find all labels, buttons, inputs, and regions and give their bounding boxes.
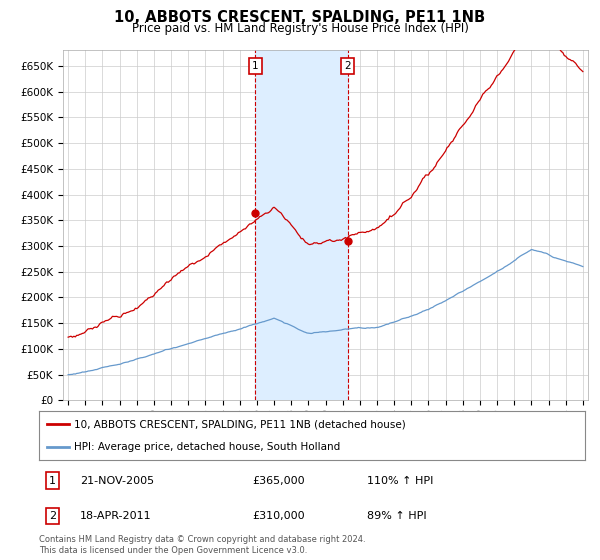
Text: HPI: Average price, detached house, South Holland: HPI: Average price, detached house, Sout… — [74, 442, 341, 452]
Text: Price paid vs. HM Land Registry's House Price Index (HPI): Price paid vs. HM Land Registry's House … — [131, 22, 469, 35]
Text: £365,000: £365,000 — [252, 475, 305, 486]
Text: 1: 1 — [49, 475, 56, 486]
Text: 110% ↑ HPI: 110% ↑ HPI — [367, 475, 433, 486]
Text: 10, ABBOTS CRESCENT, SPALDING, PE11 1NB: 10, ABBOTS CRESCENT, SPALDING, PE11 1NB — [115, 10, 485, 25]
Text: 10, ABBOTS CRESCENT, SPALDING, PE11 1NB (detached house): 10, ABBOTS CRESCENT, SPALDING, PE11 1NB … — [74, 419, 406, 430]
Text: 2: 2 — [344, 61, 351, 71]
Bar — [255, 50, 348, 400]
Text: 1: 1 — [252, 61, 259, 71]
Text: 2: 2 — [49, 511, 56, 521]
Text: 18-APR-2011: 18-APR-2011 — [80, 511, 152, 521]
Text: 89% ↑ HPI: 89% ↑ HPI — [367, 511, 426, 521]
Text: Contains HM Land Registry data © Crown copyright and database right 2024.
This d: Contains HM Land Registry data © Crown c… — [39, 535, 365, 555]
Text: £310,000: £310,000 — [252, 511, 305, 521]
Text: 21-NOV-2005: 21-NOV-2005 — [80, 475, 154, 486]
